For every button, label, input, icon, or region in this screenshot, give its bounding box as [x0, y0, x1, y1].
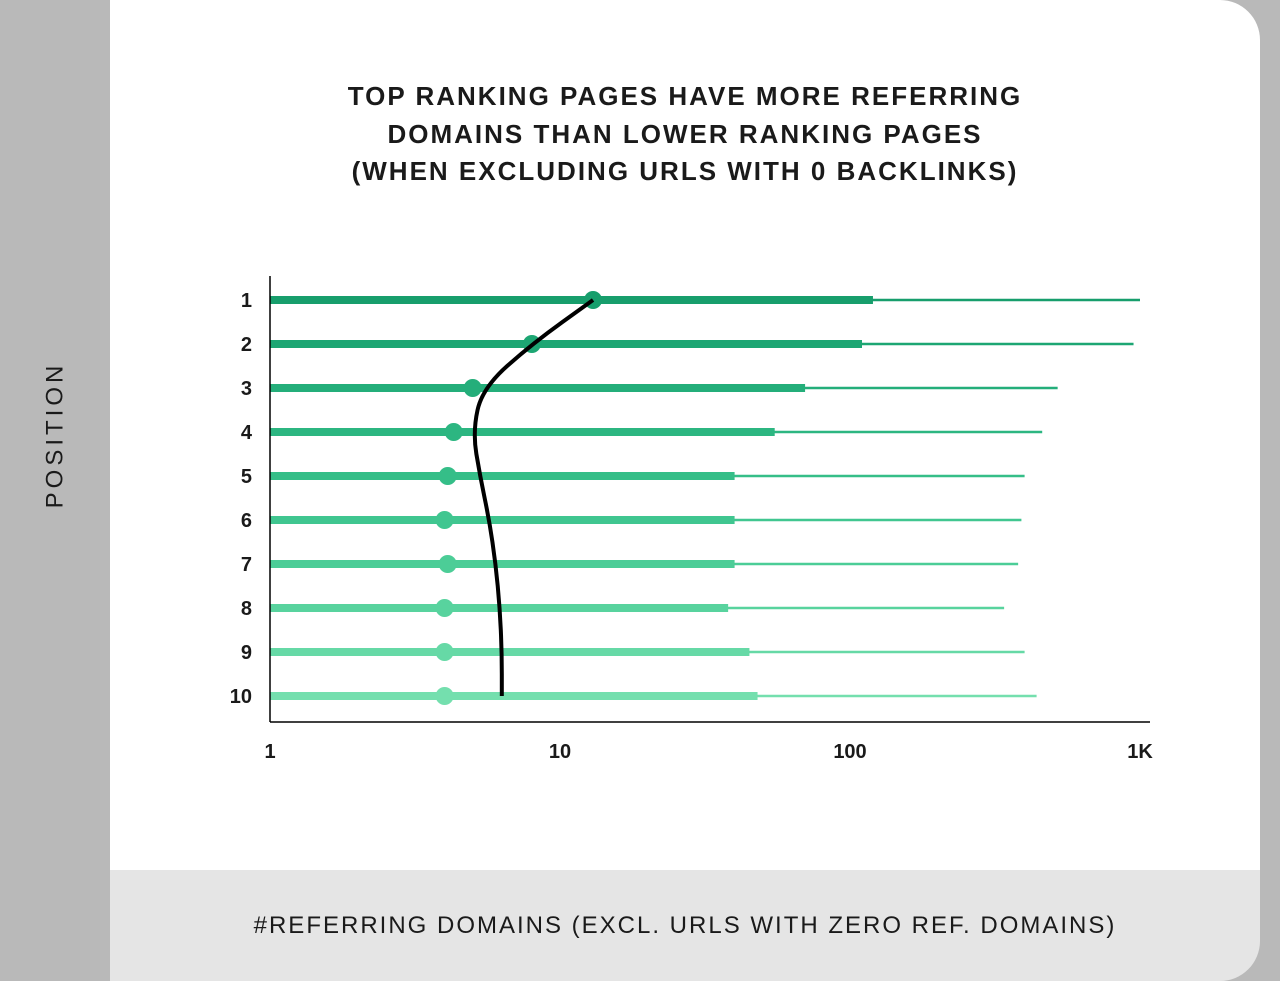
y-tick-label: 7 — [241, 554, 252, 576]
y-axis-label-text: POSITION — [41, 362, 69, 509]
y-tick-label: 9 — [241, 642, 252, 664]
median-marker — [436, 511, 454, 529]
y-tick-label: 6 — [241, 510, 252, 532]
y-tick-label: 4 — [241, 422, 253, 444]
median-marker — [439, 467, 457, 485]
y-tick-label: 3 — [241, 378, 252, 400]
median-marker — [436, 599, 454, 617]
median-marker — [436, 643, 454, 661]
trend-curve — [475, 300, 593, 696]
y-tick-label: 10 — [230, 686, 252, 708]
median-marker — [439, 555, 457, 573]
y-tick-label: 2 — [241, 334, 252, 356]
median-marker — [464, 379, 482, 397]
y-tick-label: 5 — [241, 466, 252, 488]
x-tick-label: 1K — [1127, 741, 1153, 763]
chart-plot-area: 123456789101101001K — [230, 270, 1160, 730]
chart-svg: 1 2 3 4 5 6 7 8 9 10 1 10 100 1K — [230, 270, 1160, 790]
title-line-2: DOMAINS THAN LOWER RANKING PAGES — [387, 119, 982, 149]
title-line-1: TOP RANKING PAGES HAVE MORE REFERRING — [348, 81, 1022, 111]
y-axis-label: POSITION — [40, 0, 70, 870]
x-tick-label: 100 — [833, 741, 866, 763]
y-tick-label: 1 — [241, 290, 252, 312]
median-marker — [436, 687, 454, 705]
x-axis-caption: #REFERRING DOMAINS (EXCL. URLS WITH ZERO… — [254, 912, 1117, 940]
x-axis-caption-band: #REFERRING DOMAINS (EXCL. URLS WITH ZERO… — [110, 870, 1260, 981]
y-tick-label: 8 — [241, 598, 252, 620]
median-marker — [445, 423, 463, 441]
x-tick-label: 1 — [264, 741, 275, 763]
chart-card: TOP RANKING PAGES HAVE MORE REFERRING DO… — [110, 0, 1260, 870]
x-tick-label: 10 — [549, 741, 571, 763]
title-line-3: (WHEN EXCLUDING URLS WITH 0 BACKLINKS) — [352, 156, 1019, 186]
chart-title: TOP RANKING PAGES HAVE MORE REFERRING DO… — [110, 78, 1260, 191]
